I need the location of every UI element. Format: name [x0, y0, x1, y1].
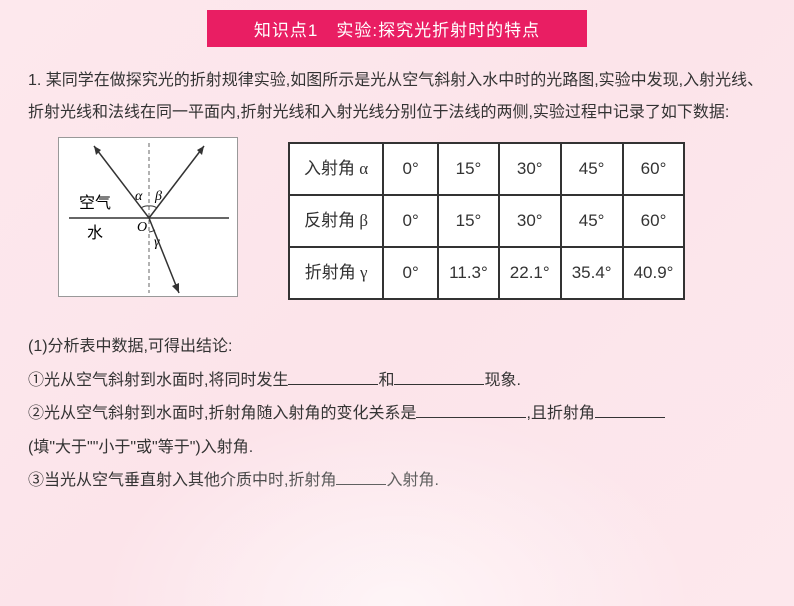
- blank-fill[interactable]: [595, 402, 665, 418]
- q-text: 和: [378, 372, 394, 389]
- topic-header: 知识点1 实验:探究光折射时的特点: [207, 10, 587, 47]
- q-text: ②光从空气斜射到水面时,折射角随入射角的变化关系是: [28, 405, 416, 422]
- table-cell: 0°: [383, 195, 438, 247]
- question-1-intro: (1)分析表中数据,可得出结论:: [28, 330, 766, 364]
- table-row: 反射角 β 0° 15° 30° 45° 60°: [289, 195, 684, 247]
- q-text: 现象.: [484, 372, 520, 389]
- question-1-2: ②光从空气斜射到水面时,折射角随入射角的变化关系是 ,且折射角: [28, 397, 766, 431]
- table-cell: 0°: [383, 143, 438, 195]
- table-cell: 11.3°: [438, 247, 499, 299]
- table-row: 折射角 γ 0° 11.3° 22.1° 35.4° 40.9°: [289, 247, 684, 299]
- refraction-diagram: α β γ O 空气 水: [58, 137, 238, 297]
- water-label: 水: [87, 224, 103, 242]
- table-cell: 60°: [623, 195, 685, 247]
- origin-label: O: [137, 220, 147, 235]
- air-label: 空气: [79, 194, 111, 212]
- q-text: ,且折射角: [526, 405, 594, 422]
- row-label: 折射角 γ: [289, 247, 383, 299]
- table-cell: 45°: [561, 195, 623, 247]
- table-cell: 15°: [438, 195, 499, 247]
- questions-block: (1)分析表中数据,可得出结论: ①光从空气斜射到水面时,将同时发生 和 现象. ②…: [28, 330, 766, 498]
- table-cell: 40.9°: [623, 247, 685, 299]
- row-label: 入射角 α: [289, 143, 383, 195]
- table-cell: 35.4°: [561, 247, 623, 299]
- beta-label: β: [154, 189, 162, 204]
- blank-fill[interactable]: [288, 369, 378, 385]
- blank-fill[interactable]: [416, 402, 526, 418]
- table-cell: 45°: [561, 143, 623, 195]
- q-text: ③当光从空气垂直射入其他介质中时,折射角: [28, 472, 336, 489]
- blank-fill[interactable]: [394, 369, 484, 385]
- question-1-3: ③当光从空气垂直射入其他介质中时,折射角 入射角.: [28, 464, 766, 498]
- table-cell: 15°: [438, 143, 499, 195]
- diagram-table-row: α β γ O 空气 水 入射角 α 0° 15° 30° 45° 60° 反射…: [28, 137, 766, 300]
- alpha-label: α: [135, 189, 143, 204]
- table-cell: 60°: [623, 143, 685, 195]
- row-label: 反射角 β: [289, 195, 383, 247]
- q-text: ①光从空气斜射到水面时,将同时发生: [28, 372, 288, 389]
- question-1-1: ①光从空气斜射到水面时,将同时发生 和 现象.: [28, 364, 766, 398]
- content-area: 1. 某同学在做探究光的折射规律实验,如图所示是光从空气斜射入水中时的光路图,实…: [0, 65, 794, 498]
- table-cell: 30°: [499, 143, 561, 195]
- q-text: 入射角.: [386, 472, 438, 489]
- table-row: 入射角 α 0° 15° 30° 45° 60°: [289, 143, 684, 195]
- data-table: 入射角 α 0° 15° 30° 45° 60° 反射角 β 0° 15° 30…: [288, 142, 685, 300]
- table-cell: 30°: [499, 195, 561, 247]
- table-cell: 22.1°: [499, 247, 561, 299]
- gamma-label: γ: [154, 235, 160, 250]
- problem-intro: 1. 某同学在做探究光的折射规律实验,如图所示是光从空气斜射入水中时的光路图,实…: [28, 65, 766, 129]
- question-1-2-note: (填"大于""小于"或"等于")入射角.: [28, 431, 766, 465]
- blank-fill[interactable]: [336, 469, 386, 485]
- table-cell: 0°: [383, 247, 438, 299]
